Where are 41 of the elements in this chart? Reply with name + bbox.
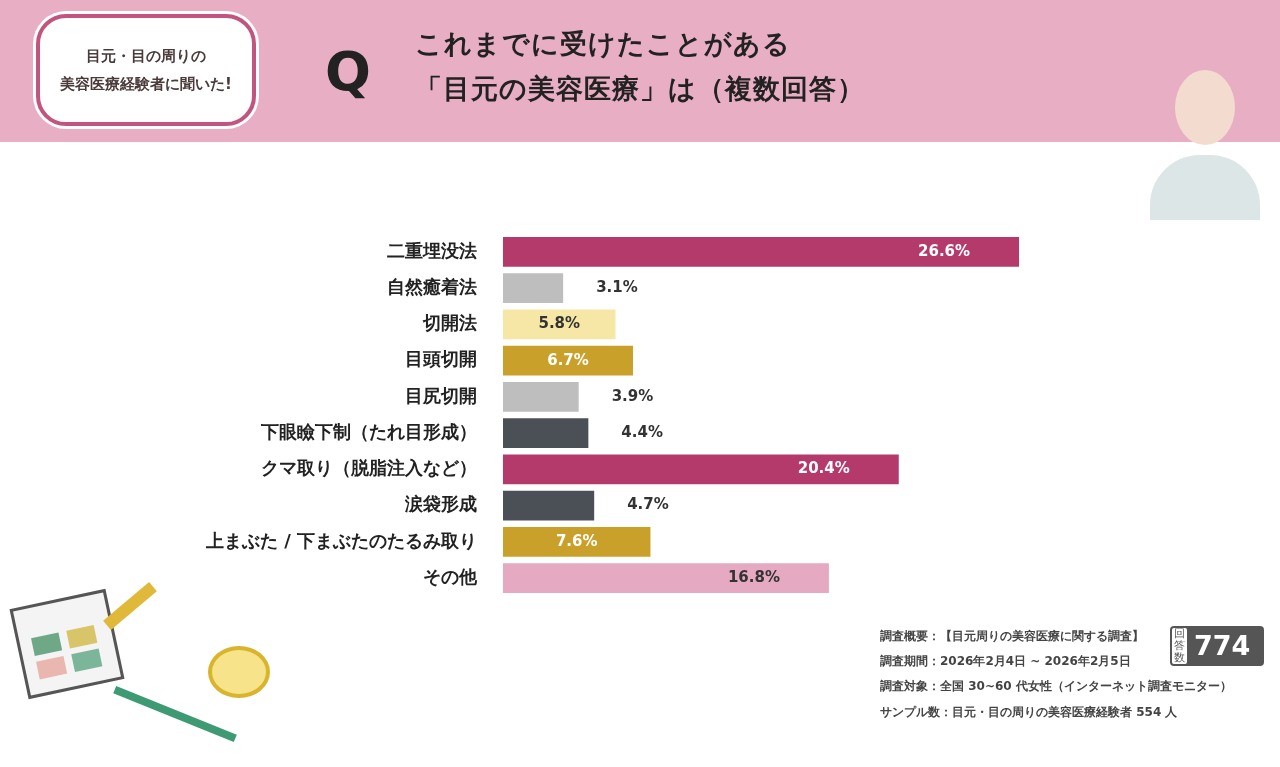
bar — [503, 345, 633, 376]
text: 美容医療経験者に聞いた! — [60, 75, 232, 93]
text: 回答数 — [1172, 627, 1187, 664]
bar — [503, 309, 616, 340]
text: 調査概要：【目元周りの美容医療に関する調査】 — [880, 629, 1144, 643]
text: 調査期間：2026年2月4日 ~ 2026年2月5日 — [880, 654, 1131, 669]
y-tick-label: クマ取り（脱脂注入など） — [261, 457, 477, 479]
y-tick-label: 目頭切開 — [405, 348, 477, 370]
data-label: 26.6% — [918, 241, 971, 260]
chart-title: これまでに受けたことがある — [415, 28, 791, 59]
text: Q — [325, 40, 371, 103]
y-tick-label: 二重埋没法 — [387, 239, 477, 261]
y-tick-label: 下眼瞼下制（たれ目形成） — [260, 420, 477, 442]
text: 調査対象：全国 30~60 代女性（インターネット調査モニター） — [880, 678, 1232, 696]
y-tick-label: 目尻切開 — [405, 384, 477, 406]
bar — [503, 454, 899, 485]
data-label: 4.4% — [621, 423, 663, 442]
bar — [503, 236, 1020, 267]
data-label: 3.1% — [596, 278, 638, 297]
y-tick-label: 切開法 — [422, 312, 477, 334]
data-label: 7.6% — [555, 531, 598, 550]
bar — [503, 273, 564, 304]
data-label: 5.8% — [538, 314, 581, 333]
text: サンプル数：目元・目の周りの美容医療経験者 554 人 — [880, 703, 1179, 721]
bar — [503, 490, 595, 521]
data-label: 3.9% — [611, 386, 654, 405]
data-label: 4.7% — [627, 495, 669, 514]
bar — [503, 526, 651, 557]
bar — [503, 381, 579, 412]
data-label: 20.4% — [797, 459, 850, 478]
text: 目元・目の周りの — [86, 46, 206, 65]
data-label: 16.8% — [727, 567, 780, 586]
y-tick-label: 上まぶた / 下まぶたのたるみ取り — [204, 529, 477, 551]
y-tick-label: その他 — [423, 565, 478, 587]
data-label: 6.7% — [547, 350, 589, 369]
y-tick-label: 涙袋形成 — [404, 493, 477, 515]
y-tick-label: 自然癒着法 — [387, 275, 477, 297]
chart-subtitle: 「目元の美容医療」は（複数回答） — [415, 72, 865, 104]
text: 774 — [1194, 630, 1251, 661]
bar — [503, 418, 589, 449]
bar — [503, 563, 829, 594]
